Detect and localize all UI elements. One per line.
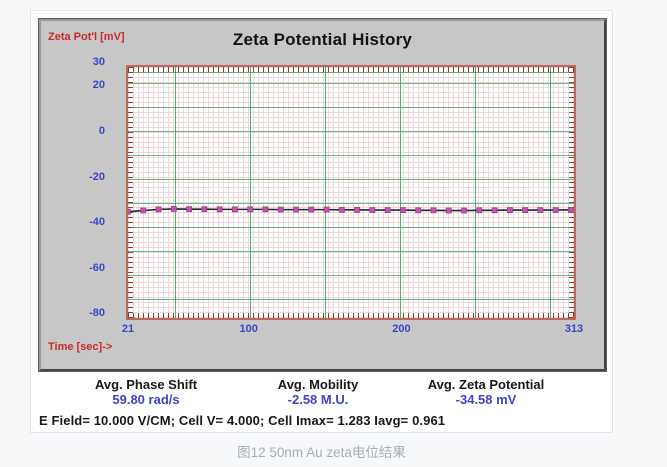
data-point-marker: [247, 206, 254, 213]
figure-caption: 图12 50nm Au zeta电位结果: [237, 445, 406, 460]
data-point-marker: [323, 206, 330, 213]
stat-avg-mobility: Avg. Mobility -2.58 M.U.: [278, 377, 358, 408]
data-point-marker: [354, 206, 361, 213]
data-point-marker: [155, 206, 162, 213]
x-tick-label: 100: [239, 323, 258, 335]
data-point-marker: [430, 207, 437, 214]
data-point-marker: [461, 207, 467, 214]
data-point-marker: [369, 207, 376, 213]
data-point-marker: [277, 206, 284, 213]
stat-avg-zeta-potential: Avg. Zeta Potential -34.58 mV: [428, 377, 545, 408]
data-point-marker: [232, 206, 238, 213]
y-axis-label: Zeta Pot'l [mV]: [48, 31, 125, 43]
stat-avg-phase-shift: Avg. Phase Shift 59.80 rad/s: [95, 377, 197, 408]
plot-area: [126, 65, 576, 320]
y-tick-label: 30: [92, 56, 105, 69]
data-point-marker: [552, 207, 559, 213]
data-point-marker: [140, 207, 147, 214]
data-point-marker: [537, 207, 544, 213]
x-axis-ticks: 21 100 200 313: [122, 323, 583, 337]
data-point-marker: [445, 207, 452, 214]
data-point-marker: [506, 207, 513, 213]
y-tick-label: -60: [89, 261, 105, 274]
data-point-marker: [476, 207, 483, 214]
stat-value: -2.58 M.U.: [287, 392, 349, 407]
y-tick-label: 0: [98, 124, 105, 137]
data-point-marker: [216, 206, 223, 213]
measurement-conditions: E Field= 10.000 V/CM; Cell V= 4.000; Cel…: [39, 413, 446, 428]
y-tick-label: 20: [92, 79, 105, 92]
stat-label: Avg. Zeta Potential: [427, 377, 545, 392]
data-point-marker: [415, 207, 422, 214]
data-point-marker: [400, 207, 406, 213]
data-point-marker: [170, 206, 177, 212]
data-point-marker: [568, 206, 574, 213]
stat-value: 59.80 rad/s: [112, 392, 180, 407]
chart-title: Zeta Potential History: [232, 30, 413, 49]
data-point-marker: [384, 207, 391, 213]
stat-label: Avg. Mobility: [277, 377, 359, 392]
data-point-marker: [201, 206, 208, 213]
data-point-marker: [262, 206, 269, 213]
data-point-marker: [338, 206, 345, 213]
data-point-marker: [491, 207, 498, 214]
stat-value: -34.58 mV: [455, 392, 517, 407]
data-point-marker: [293, 206, 299, 213]
x-axis-label: Time [sec]->: [48, 341, 113, 353]
data-point-marker: [522, 207, 529, 213]
stat-label: Avg. Phase Shift: [94, 377, 198, 392]
data-point-marker: [186, 206, 192, 213]
y-tick-label: -80: [89, 307, 105, 320]
zeta-history-panel: Zeta Pot'l [mV] Zeta Potential History 3…: [38, 18, 607, 372]
data-point-marker: [308, 206, 315, 213]
x-tick-label: 313: [564, 323, 584, 335]
report-card: Zeta Pot'l [mV] Zeta Potential History 3…: [30, 10, 613, 433]
y-tick-label: -20: [89, 170, 105, 183]
data-series-layer: [128, 206, 574, 215]
y-tick-label: -40: [89, 216, 105, 229]
data-line: [128, 208, 571, 213]
x-tick-label: 200: [392, 323, 411, 335]
y-axis-ticks: 30 20 0 -20 -40 -60 -80: [41, 56, 105, 320]
data-point-marker: [128, 208, 131, 215]
x-tick-label: 21: [121, 323, 135, 335]
